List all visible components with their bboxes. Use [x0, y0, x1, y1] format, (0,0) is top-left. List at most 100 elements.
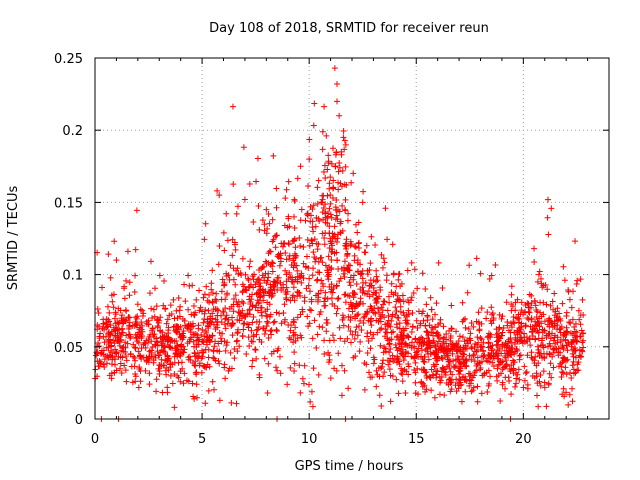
data-point: [428, 387, 435, 394]
data-point: [284, 288, 291, 295]
data-point: [277, 279, 284, 286]
data-point: [515, 366, 522, 373]
data-point: [506, 365, 513, 372]
data-point: [294, 267, 301, 274]
data-point: [230, 308, 237, 315]
grid-lines: [95, 58, 609, 419]
data-point: [370, 360, 377, 367]
data-point: [496, 358, 503, 365]
data-point: [267, 311, 274, 318]
data-point: [580, 311, 587, 318]
data-point: [353, 281, 360, 288]
data-point: [487, 317, 494, 324]
data-point: [545, 196, 552, 203]
data-point: [466, 262, 473, 269]
data-point: [333, 149, 340, 156]
data-point: [326, 180, 333, 187]
data-point: [365, 369, 372, 376]
data-point: [178, 341, 185, 348]
data-point: [360, 314, 367, 321]
data-point: [485, 367, 492, 374]
data-point: [462, 342, 469, 349]
data-point: [306, 320, 313, 327]
data-point: [484, 355, 491, 362]
data-point: [294, 293, 301, 300]
data-point: [250, 331, 257, 338]
data-point: [117, 353, 124, 360]
data-point: [198, 331, 205, 338]
data-point: [580, 337, 587, 344]
data-point: [560, 369, 567, 376]
data-point: [278, 320, 285, 327]
data-point: [245, 334, 252, 341]
data-point: [216, 243, 223, 250]
data-point: [441, 352, 448, 359]
data-point: [312, 292, 319, 299]
data-point: [439, 366, 446, 373]
data-point: [123, 332, 130, 339]
data-point: [173, 349, 180, 356]
data-point: [239, 281, 246, 288]
data-point: [319, 209, 326, 216]
data-point: [306, 156, 313, 163]
data-point: [318, 199, 325, 206]
data-point: [319, 146, 326, 153]
data-point: [541, 318, 548, 325]
data-point: [132, 321, 139, 328]
data-point: [223, 210, 230, 217]
data-point: [107, 354, 114, 361]
data-point: [284, 381, 291, 388]
data-point: [356, 323, 363, 330]
data-point: [179, 332, 186, 339]
data-point: [539, 284, 546, 291]
data-point: [516, 334, 523, 341]
data-point: [338, 362, 345, 369]
data-point: [185, 272, 192, 279]
data-point: [194, 334, 201, 341]
data-point: [377, 365, 384, 372]
data-point: [339, 202, 346, 209]
data-point: [569, 316, 576, 323]
data-point: [421, 339, 428, 346]
data-point: [309, 335, 316, 342]
data-point: [266, 220, 273, 227]
data-point: [534, 380, 541, 387]
data-point: [321, 241, 328, 248]
data-point: [489, 359, 496, 366]
data-point: [563, 331, 570, 338]
data-point: [206, 291, 213, 298]
data-point: [352, 353, 359, 360]
data-point: [244, 320, 251, 327]
data-point: [477, 335, 484, 342]
data-point: [364, 350, 371, 357]
data-point: [111, 315, 118, 322]
data-point: [112, 333, 119, 340]
data-point: [215, 261, 222, 268]
data-point: [378, 325, 385, 332]
data-point: [387, 346, 394, 353]
data-point: [444, 354, 451, 361]
data-point: [230, 181, 237, 188]
data-point: [237, 310, 244, 317]
data-point: [200, 362, 207, 369]
data-point: [100, 361, 107, 368]
y-tick-label: 0.1: [62, 269, 83, 284]
data-point: [568, 374, 575, 381]
data-point: [565, 288, 572, 295]
data-point: [285, 276, 292, 283]
data-point: [503, 362, 510, 369]
data-point: [204, 333, 211, 340]
data-point: [132, 378, 139, 385]
data-point: [531, 297, 538, 304]
data-point: [327, 211, 334, 218]
data-point: [224, 320, 231, 327]
data-point: [319, 280, 326, 287]
data-point: [106, 309, 113, 316]
data-point: [386, 349, 393, 356]
data-point: [359, 199, 366, 206]
data-point: [126, 314, 133, 321]
data-point: [367, 260, 374, 267]
data-point: [476, 366, 483, 373]
data-point: [562, 364, 569, 371]
